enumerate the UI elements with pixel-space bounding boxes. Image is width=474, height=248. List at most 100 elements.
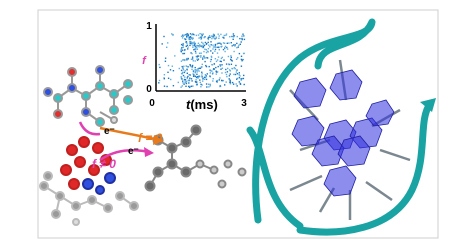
raster-dot: [217, 56, 220, 58]
f-zero-label: f = 0: [138, 131, 163, 145]
raster-dot: [236, 85, 238, 87]
raster-dot: [202, 44, 205, 46]
dna-structure: [246, 18, 436, 236]
raster-dot: [189, 41, 191, 43]
raster-dot: [181, 47, 183, 49]
raster-dot: [201, 63, 203, 66]
raster-dot: [197, 42, 200, 44]
raster-dot: [235, 64, 237, 67]
raster-dot: [224, 71, 227, 74]
raster-dot: [184, 76, 186, 78]
raster-dot: [212, 52, 214, 54]
raster-dot: [192, 73, 194, 75]
raster-dot: [207, 36, 210, 38]
raster-dot: [218, 79, 220, 81]
raster-dot: [226, 75, 228, 78]
raster-dot: [208, 86, 210, 88]
raster-dot: [216, 46, 218, 48]
raster-dot: [185, 45, 187, 47]
raster-dot: [185, 38, 187, 41]
raster-dot: [231, 45, 233, 47]
raster-dot: [202, 80, 204, 82]
raster-dot: [209, 69, 211, 71]
raster-dot: [191, 58, 194, 60]
raster-dot: [183, 65, 185, 67]
raster-dot: [210, 55, 213, 58]
raster-dot: [201, 84, 203, 86]
raster-dot: [210, 50, 212, 52]
raster-dot: [192, 70, 195, 73]
raster-dot: [163, 85, 166, 87]
raster-dot: [220, 57, 223, 60]
raster-dot: [189, 42, 191, 45]
raster-dot: [192, 33, 195, 36]
raster-dot: [181, 73, 184, 75]
raster-dot: [184, 79, 187, 81]
raster-dot: [237, 57, 239, 59]
raster-dot: [200, 37, 203, 39]
raster-dot: [231, 67, 233, 70]
raster-dot: [196, 71, 198, 73]
raster-dot: [229, 73, 231, 75]
raster-dot: [182, 69, 185, 71]
raster-dot: [190, 42, 192, 45]
raster-dot: [239, 37, 241, 40]
raster-dot: [181, 65, 183, 68]
raster-dot: [177, 81, 179, 84]
raster-dot: [191, 80, 193, 82]
raster-dot: [223, 42, 226, 44]
raster-dot: [185, 82, 188, 85]
raster-dot: [189, 44, 191, 47]
raster-dot: [225, 73, 228, 76]
raster-dot: [209, 36, 211, 39]
raster-dot: [223, 34, 225, 37]
raster-dot: [229, 79, 231, 81]
raster-dot: [194, 70, 197, 73]
raster-dot: [183, 83, 185, 85]
raster-dot: [181, 37, 184, 39]
raster-dot: [211, 70, 213, 72]
raster-dot: [158, 63, 160, 66]
raster-dot: [188, 86, 191, 89]
raster-dot: [221, 67, 224, 69]
raster-dot: [187, 79, 189, 82]
raster-dot: [185, 65, 188, 67]
raster-dot: [167, 77, 170, 79]
raster-dot: [184, 38, 186, 40]
raster-dot: [192, 69, 195, 72]
ribbon-arrow: [420, 98, 436, 112]
raster-dot: [222, 48, 225, 51]
raster-dot: [204, 60, 206, 63]
raster-dot: [238, 44, 240, 46]
raster-dot: [191, 64, 194, 67]
raster-dot: [200, 36, 202, 38]
raster-dot: [190, 52, 192, 54]
raster-dot: [242, 33, 244, 35]
raster-dot: [164, 60, 167, 62]
raster-dot: [208, 65, 210, 68]
raster-dot: [216, 52, 219, 54]
raster-dot: [209, 46, 211, 48]
raster-dot: [216, 43, 219, 45]
raster-dot: [186, 35, 188, 38]
y-tick-label: 1: [146, 21, 152, 32]
raster-dot: [181, 71, 184, 74]
raster-dot: [233, 67, 236, 69]
raster-dot: [192, 60, 194, 62]
raster-dot: [214, 44, 216, 46]
raster-dot: [205, 65, 208, 68]
raster-dot: [182, 74, 185, 77]
raster-dot: [198, 75, 200, 77]
raster-dot: [226, 48, 229, 50]
raster-dot: [200, 38, 202, 40]
raster-dot: [198, 70, 200, 72]
raster-dot: [203, 56, 206, 59]
raster-dot: [188, 38, 190, 40]
raster-dot: [238, 52, 241, 55]
raster-dot: [213, 63, 215, 65]
raster-dot: [205, 49, 207, 51]
raster-dot: [214, 38, 216, 40]
raster-dot: [189, 74, 191, 76]
raster-dot: [201, 71, 203, 73]
